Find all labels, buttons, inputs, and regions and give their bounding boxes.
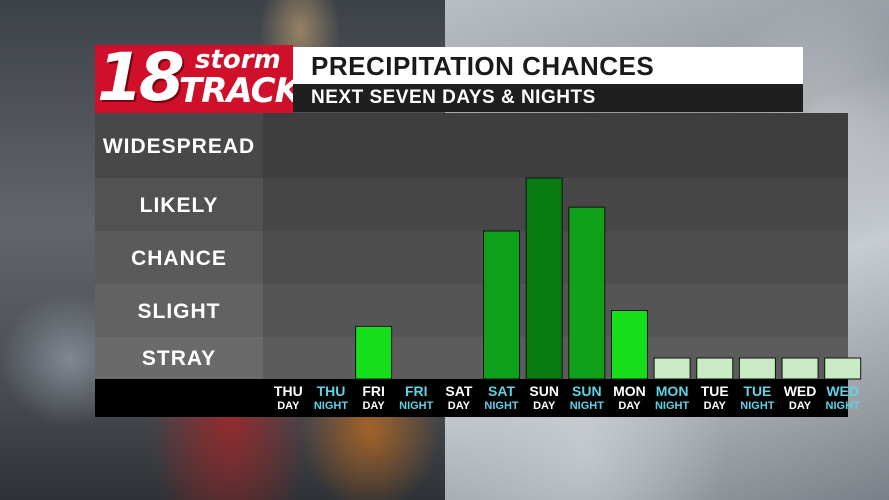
x-tick-day: MON — [613, 383, 646, 399]
x-tick-day: FRI — [405, 383, 428, 399]
x-tick-period: DAY — [618, 400, 641, 412]
bar-wed-night — [824, 357, 862, 380]
level-label-cell — [95, 284, 263, 337]
bar-mon-night — [653, 357, 691, 380]
x-tick-period: DAY — [789, 400, 812, 412]
x-tick-period: NIGHT — [484, 400, 519, 412]
level-label-cell — [95, 231, 263, 284]
x-tick-period: NIGHT — [314, 400, 349, 412]
page-title: PRECIPITATION CHANCES — [311, 51, 655, 81]
bar-sun-day — [525, 177, 563, 380]
x-tick-period: NIGHT — [655, 400, 690, 412]
x-tick-day: FRI — [362, 383, 385, 399]
x-tick-day: WED — [784, 383, 817, 399]
bar-mon-day — [610, 310, 648, 380]
x-tick-day: MON — [656, 383, 689, 399]
page-subtitle: NEXT SEVEN DAYS & NIGHTS — [311, 87, 596, 108]
level-label: WIDESPREAD — [103, 135, 255, 158]
level-label: SLIGHT — [138, 300, 221, 323]
level-label-cell — [95, 178, 263, 231]
x-tick-period: DAY — [533, 400, 556, 412]
bar-tue-day — [696, 357, 734, 380]
bar-wed-day — [781, 357, 819, 380]
x-tick-day: WED — [826, 383, 859, 399]
x-tick-period: NIGHT — [399, 400, 434, 412]
bar-tue-night — [738, 357, 776, 380]
x-tick-period: DAY — [704, 400, 727, 412]
level-label: STRAY — [142, 347, 216, 370]
level-band — [263, 113, 848, 178]
level-label: LIKELY — [140, 194, 219, 217]
x-tick-day: TUE — [701, 383, 729, 399]
x-tick-day: THU — [317, 383, 346, 399]
logo-number: 18 — [97, 39, 185, 116]
bar-sun-night — [568, 206, 606, 380]
level-label-cell — [95, 337, 263, 379]
x-tick-day: SUN — [529, 383, 559, 399]
logo-track-word: TRACK — [179, 71, 301, 111]
x-tick-period: DAY — [362, 400, 385, 412]
bar-fri-day — [355, 325, 393, 380]
x-tick-day: SUN — [572, 383, 602, 399]
bar-sat-night — [483, 230, 521, 380]
x-axis-band — [95, 379, 848, 417]
logo-storm-word: storm — [195, 45, 281, 75]
level-label: CHANCE — [131, 247, 227, 270]
x-tick-period: NIGHT — [570, 400, 605, 412]
x-tick-period: NIGHT — [740, 400, 775, 412]
storm-track-logo: 18 storm TRACK — [95, 39, 301, 116]
x-tick-day: SAT — [445, 383, 472, 399]
subtitle-bar: NEXT SEVEN DAYS & NIGHTS — [293, 84, 803, 112]
x-tick-day: SAT — [488, 383, 515, 399]
level-label-cell — [95, 113, 263, 178]
x-tick-period: DAY — [277, 400, 300, 412]
x-tick-period: DAY — [448, 400, 471, 412]
title-bar: PRECIPITATION CHANCES — [293, 47, 803, 84]
x-tick-day: THU — [274, 383, 303, 399]
x-tick-period: NIGHT — [826, 400, 861, 412]
x-tick-day: TUE — [743, 383, 771, 399]
